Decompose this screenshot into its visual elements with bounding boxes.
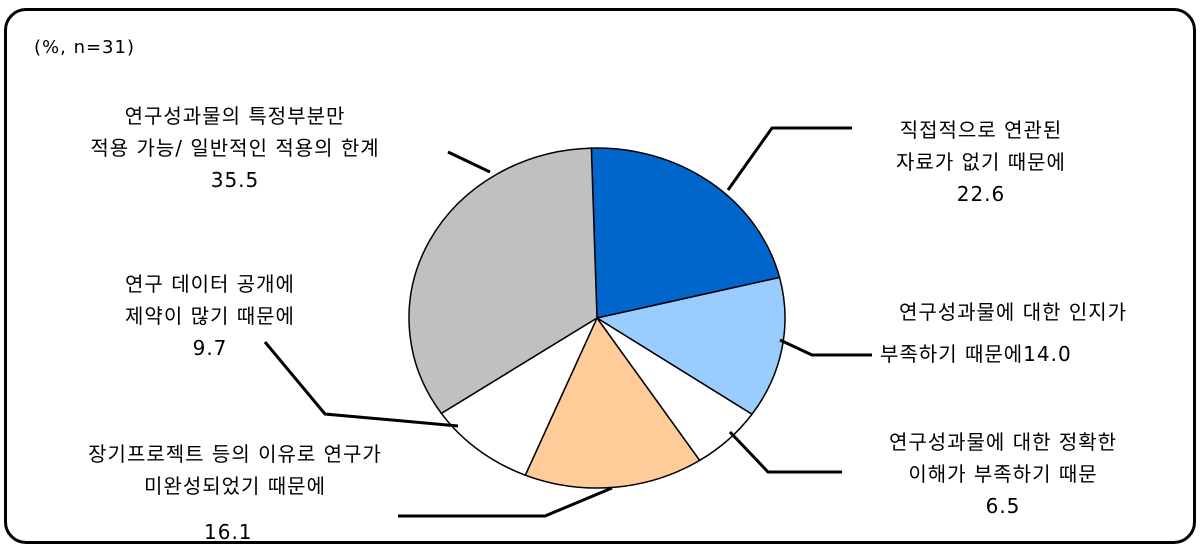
pie-slice-no-related-data [590,147,781,319]
leader-line-lack-awareness [779,338,872,357]
pie-slice-limited-applicability [408,147,598,415]
pie-slice-incomplete-research [524,316,701,489]
leader-line-lack-understanding [728,430,842,474]
slice-label-lack-understanding: 연구성과물에 대한 정확한 이해가 부족하기 때문 6.5 [888,430,1118,518]
leader-line-disclosure-restrictions [263,341,459,428]
slice-label-limited-applicability: 연구성과물의 특정부분만 적용 가능/ 일반적인 적용의 한계 35.5 [90,104,380,192]
slice-label-disclosure-restrictions: 연구 데이터 공개에 제약이 많기 때문에 9.7 [125,272,295,360]
leader-line-no-related-data [726,126,852,191]
slice-label-lack-awareness-line2: 부족하기 때문에14.0 [880,342,1072,366]
slice-value-incomplete-research: 16.1 [204,520,253,544]
slice-label-lack-awareness: 연구성과물에 대한 인지가 [898,300,1128,324]
leader-line-incomplete-research [398,486,613,518]
pie-slice-disclosure-restrictions [440,316,599,477]
slice-label-no-related-data: 직접적으로 연관된 자료가 없기 때문에 22.6 [896,118,1066,206]
slice-label-incomplete-research: 장기프로젝트 등의 이유로 연구가 미완성되었기 때문에 [88,442,382,498]
chart-note: (%, n=31) [34,37,135,58]
pie-slice-lack-awareness [595,276,786,416]
leader-line-limited-applicability [447,150,491,174]
